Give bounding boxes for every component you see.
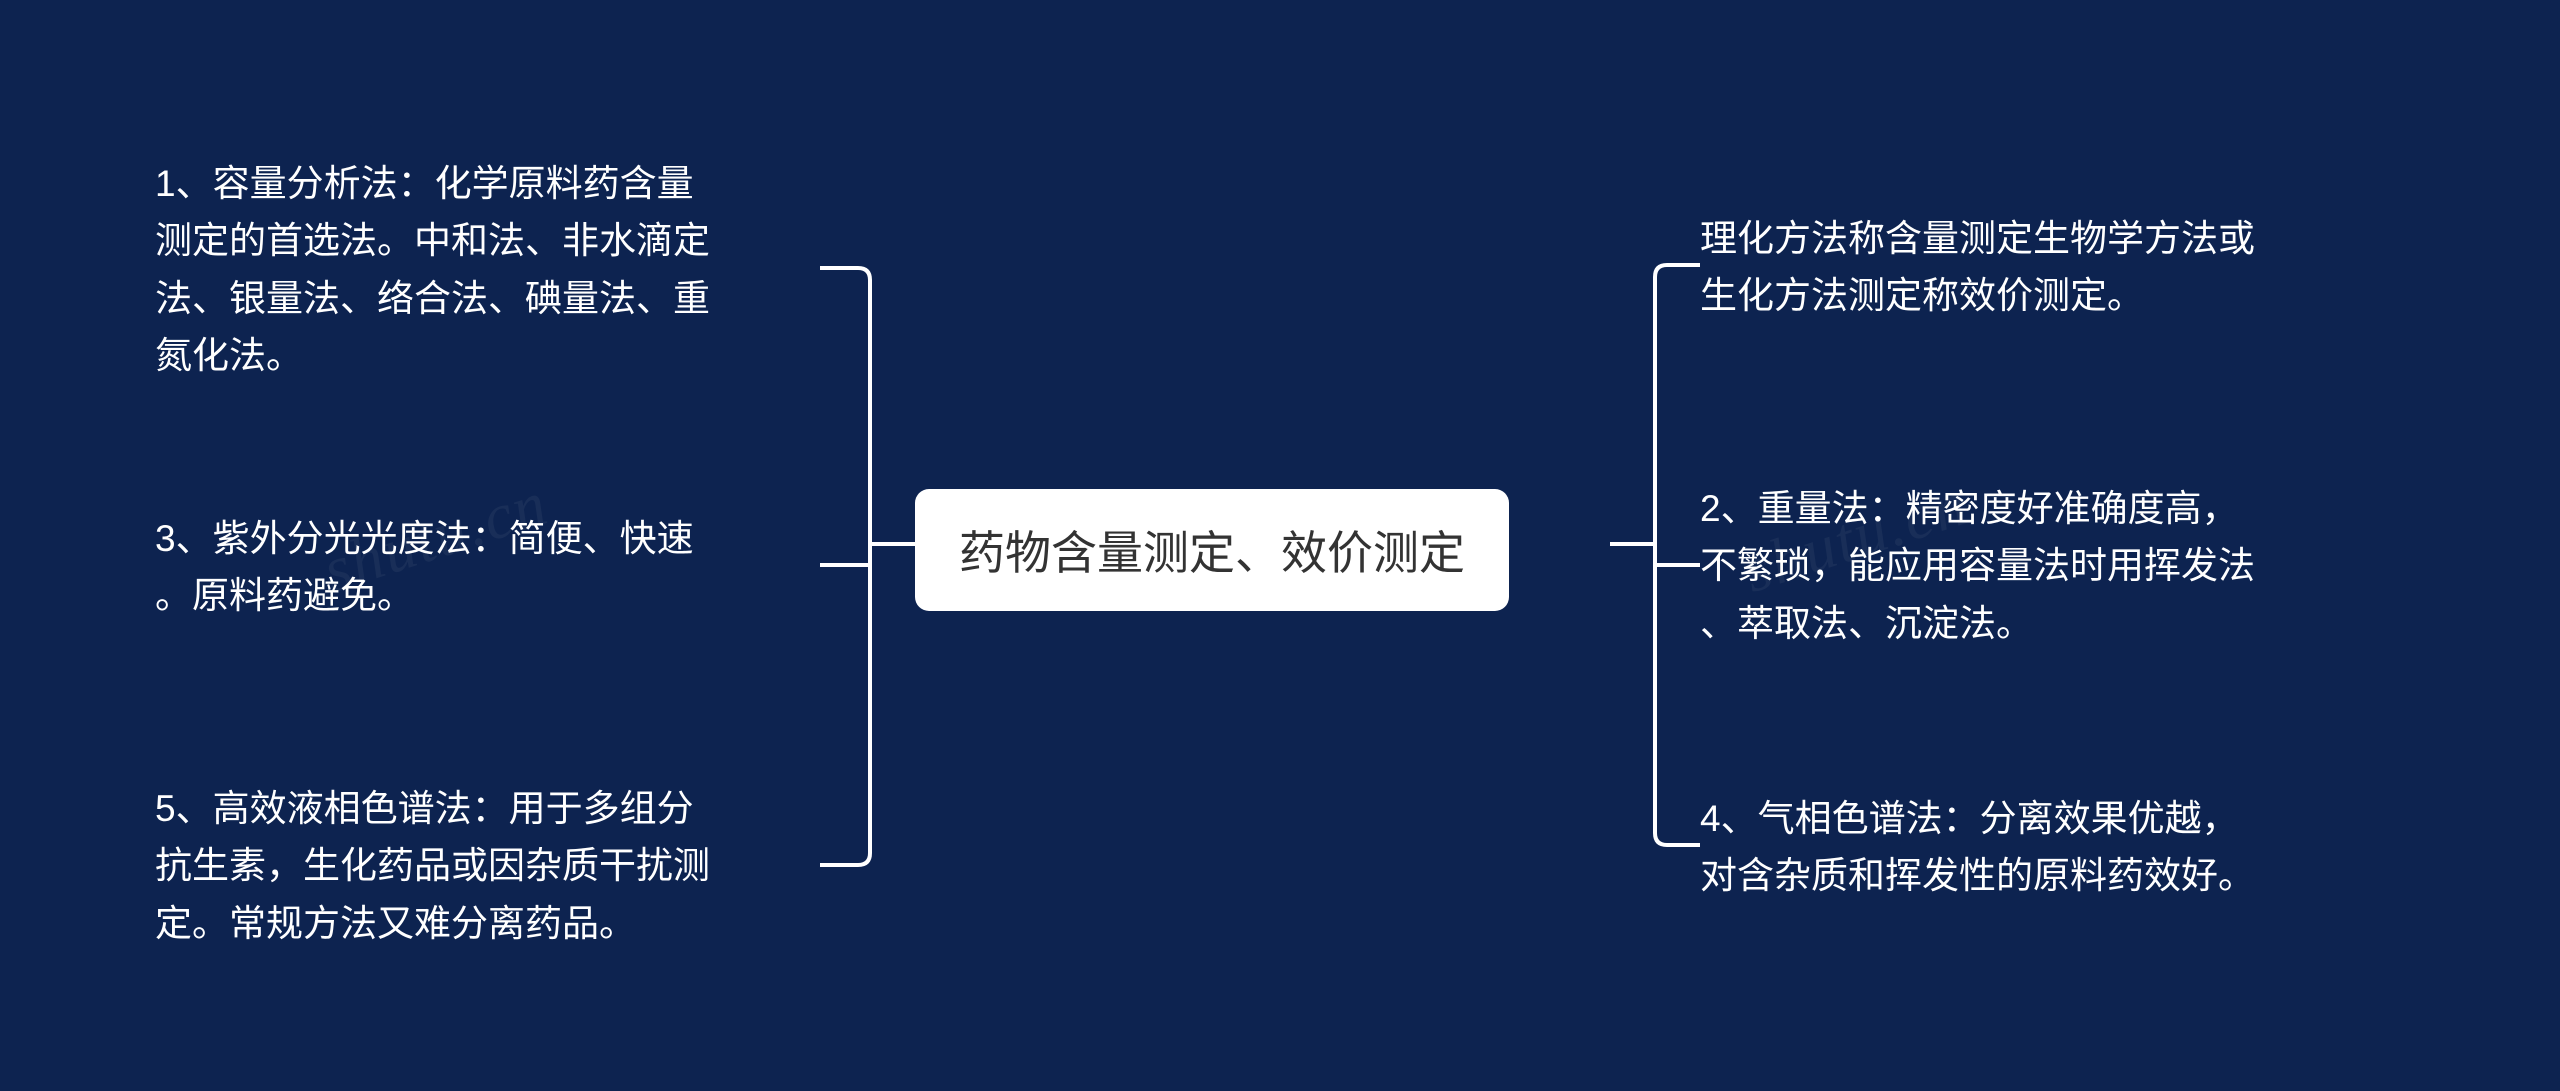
left-node-3: 5、高效液相色谱法：用于多组分抗生素，生化药品或因杂质干扰测定。常规方法又难分离…: [155, 780, 815, 952]
right-node-2: 2、重量法：精密度好准确度高，不繁琐，能应用容量法时用挥发法、萃取法、沉淀法。: [1700, 480, 2400, 652]
left-node-2: 3、紫外分光光度法：简便、快速。原料药避免。: [155, 510, 815, 625]
mindmap-canvas: shutu.cn shutu.cn 药物含量测定、效价测定 1、容量分析法：化学…: [0, 0, 2560, 1091]
left-node-1: 1、容量分析法：化学原料药含量测定的首选法。中和法、非水滴定法、银量法、络合法、…: [155, 155, 815, 384]
center-node: 药物含量测定、效价测定: [915, 489, 1509, 611]
right-node-3: 4、气相色谱法：分离效果优越，对含杂质和挥发性的原料药效好。: [1700, 790, 2400, 905]
right-node-1: 理化方法称含量测定生物学方法或生化方法测定称效价测定。: [1700, 210, 2400, 325]
